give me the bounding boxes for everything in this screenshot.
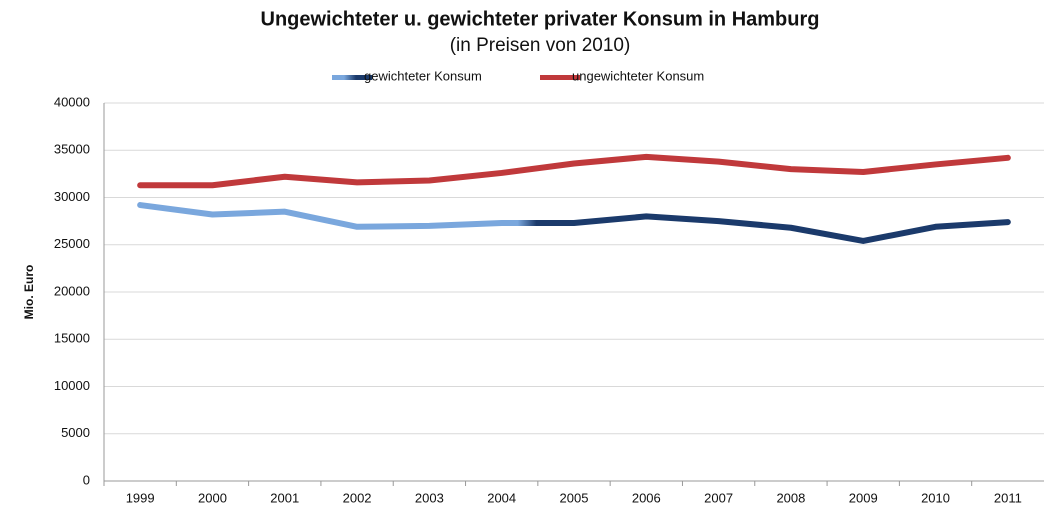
x-tick-label: 2011 [994, 490, 1022, 505]
legend-label: gewichteter Konsum [364, 68, 482, 83]
y-tick-label: 0 [83, 472, 90, 487]
legend-label: ungewichteter Konsum [572, 68, 704, 83]
y-tick-label: 10000 [54, 378, 90, 393]
chart-subtitle: (in Preisen von 2010) [450, 35, 631, 56]
y-tick-label: 30000 [54, 189, 90, 204]
x-tick-label: 2009 [849, 490, 878, 505]
x-tick-label: 2003 [415, 490, 444, 505]
x-tick-label: 2001 [270, 490, 299, 505]
x-tick-label: 2008 [776, 490, 805, 505]
x-tick-label: 2007 [704, 490, 733, 505]
y-tick-label: 15000 [54, 331, 90, 346]
x-tick-label: 1999 [126, 490, 155, 505]
line-series [137, 202, 1011, 244]
chart-title: Ungewichteter u. gewichteter privater Ko… [261, 8, 820, 30]
y-tick-label: 40000 [54, 94, 90, 109]
x-tick-label: 2005 [560, 490, 589, 505]
y-axis-label: Mio. Euro [22, 265, 36, 320]
y-tick-label: 25000 [54, 236, 90, 251]
x-tick-label: 2004 [487, 490, 516, 505]
x-tick-label: 2002 [343, 490, 372, 505]
legend-swatch [540, 75, 580, 80]
x-tick-label: 2010 [921, 490, 950, 505]
x-tick-label: 2000 [198, 490, 227, 505]
y-tick-label: 5000 [61, 425, 90, 440]
y-tick-label: 20000 [54, 283, 90, 298]
x-tick-label: 2006 [632, 490, 661, 505]
y-tick-label: 35000 [54, 142, 90, 157]
line-series [137, 153, 1011, 189]
legend-swatch [332, 75, 372, 80]
